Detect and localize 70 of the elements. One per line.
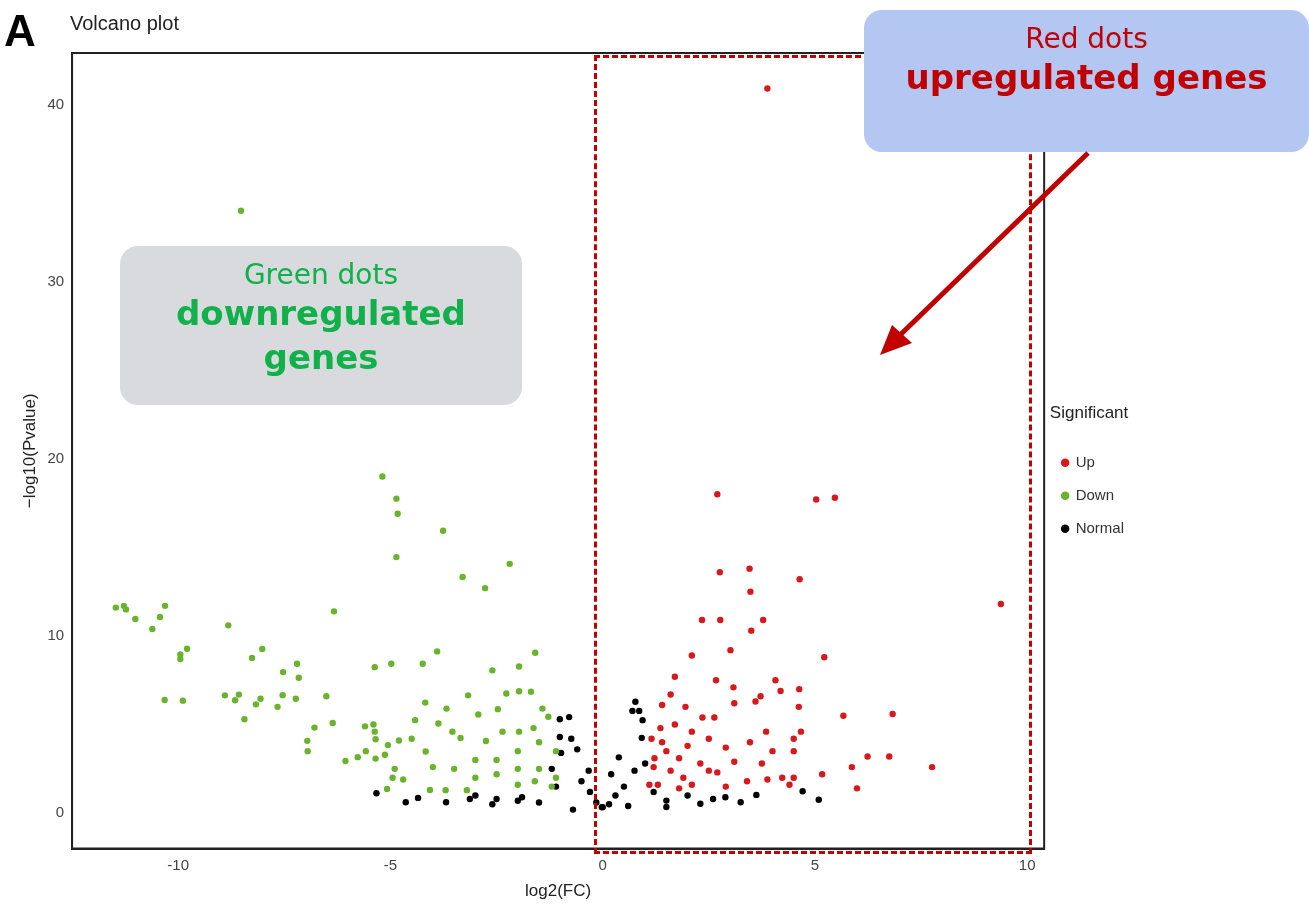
point [578,778,585,785]
point [624,802,632,810]
point [493,795,500,803]
point [722,794,729,801]
point [466,795,474,803]
annotation: Green dots [242,258,400,291]
y-tick-label: 30 [47,271,65,289]
point [753,791,760,799]
chart-title: Volcano plot [70,12,179,35]
point [472,792,479,799]
y-tick-label: 20 [47,448,65,466]
point [586,788,594,796]
point [815,796,822,803]
x-tick-label: 10 [1018,855,1036,873]
point [557,749,565,757]
point [636,707,643,715]
point [607,770,615,778]
annotation: Red dots [1024,22,1149,55]
point [518,794,526,801]
point [612,792,619,799]
point [442,798,450,806]
point [574,746,581,753]
point [799,787,806,795]
point [568,735,575,742]
point [663,797,670,804]
point [565,713,573,721]
callout-box: Green dots downregulated genes [120,246,522,405]
point [585,767,592,774]
point [556,716,564,723]
point [373,790,380,797]
x-tick-label: -5 [383,855,398,873]
point [615,754,623,761]
y-tick-label: 40 [47,94,65,112]
point [605,801,613,808]
point [514,797,521,804]
point [709,795,717,803]
point [489,801,496,808]
point [548,765,555,773]
point [684,792,691,799]
text: A [4,6,36,56]
point [535,799,543,806]
legend-label: Down [1075,485,1115,503]
annotation: downregulated genes [175,292,467,379]
x-tick-label: 0 [598,855,607,873]
y-axis-title: −log10(Pvalue) [19,393,39,509]
point [650,788,657,796]
point [663,803,670,811]
point [414,794,422,802]
point [402,798,409,806]
callout-box: Red dots upregulated genes [864,10,1309,152]
point [629,707,636,715]
x-tick-label: -10 [167,855,190,873]
point [641,760,649,767]
x-axis-title: log2(FC) [525,881,592,901]
point [632,698,639,705]
legend-label: Up [1075,452,1095,470]
point [697,800,704,807]
y-tick-label: 0 [55,803,65,821]
point [639,716,646,724]
point [638,734,645,742]
point [620,783,628,790]
annotation: upregulated genes [904,56,1269,99]
x-tick-label: 5 [810,855,820,873]
point [631,767,638,774]
y-tick-label: 10 [47,626,65,644]
point [737,798,744,806]
point [569,806,577,813]
legend-title: Significant [1049,402,1129,422]
legend-label: Normal [1075,518,1124,536]
point [556,733,564,741]
